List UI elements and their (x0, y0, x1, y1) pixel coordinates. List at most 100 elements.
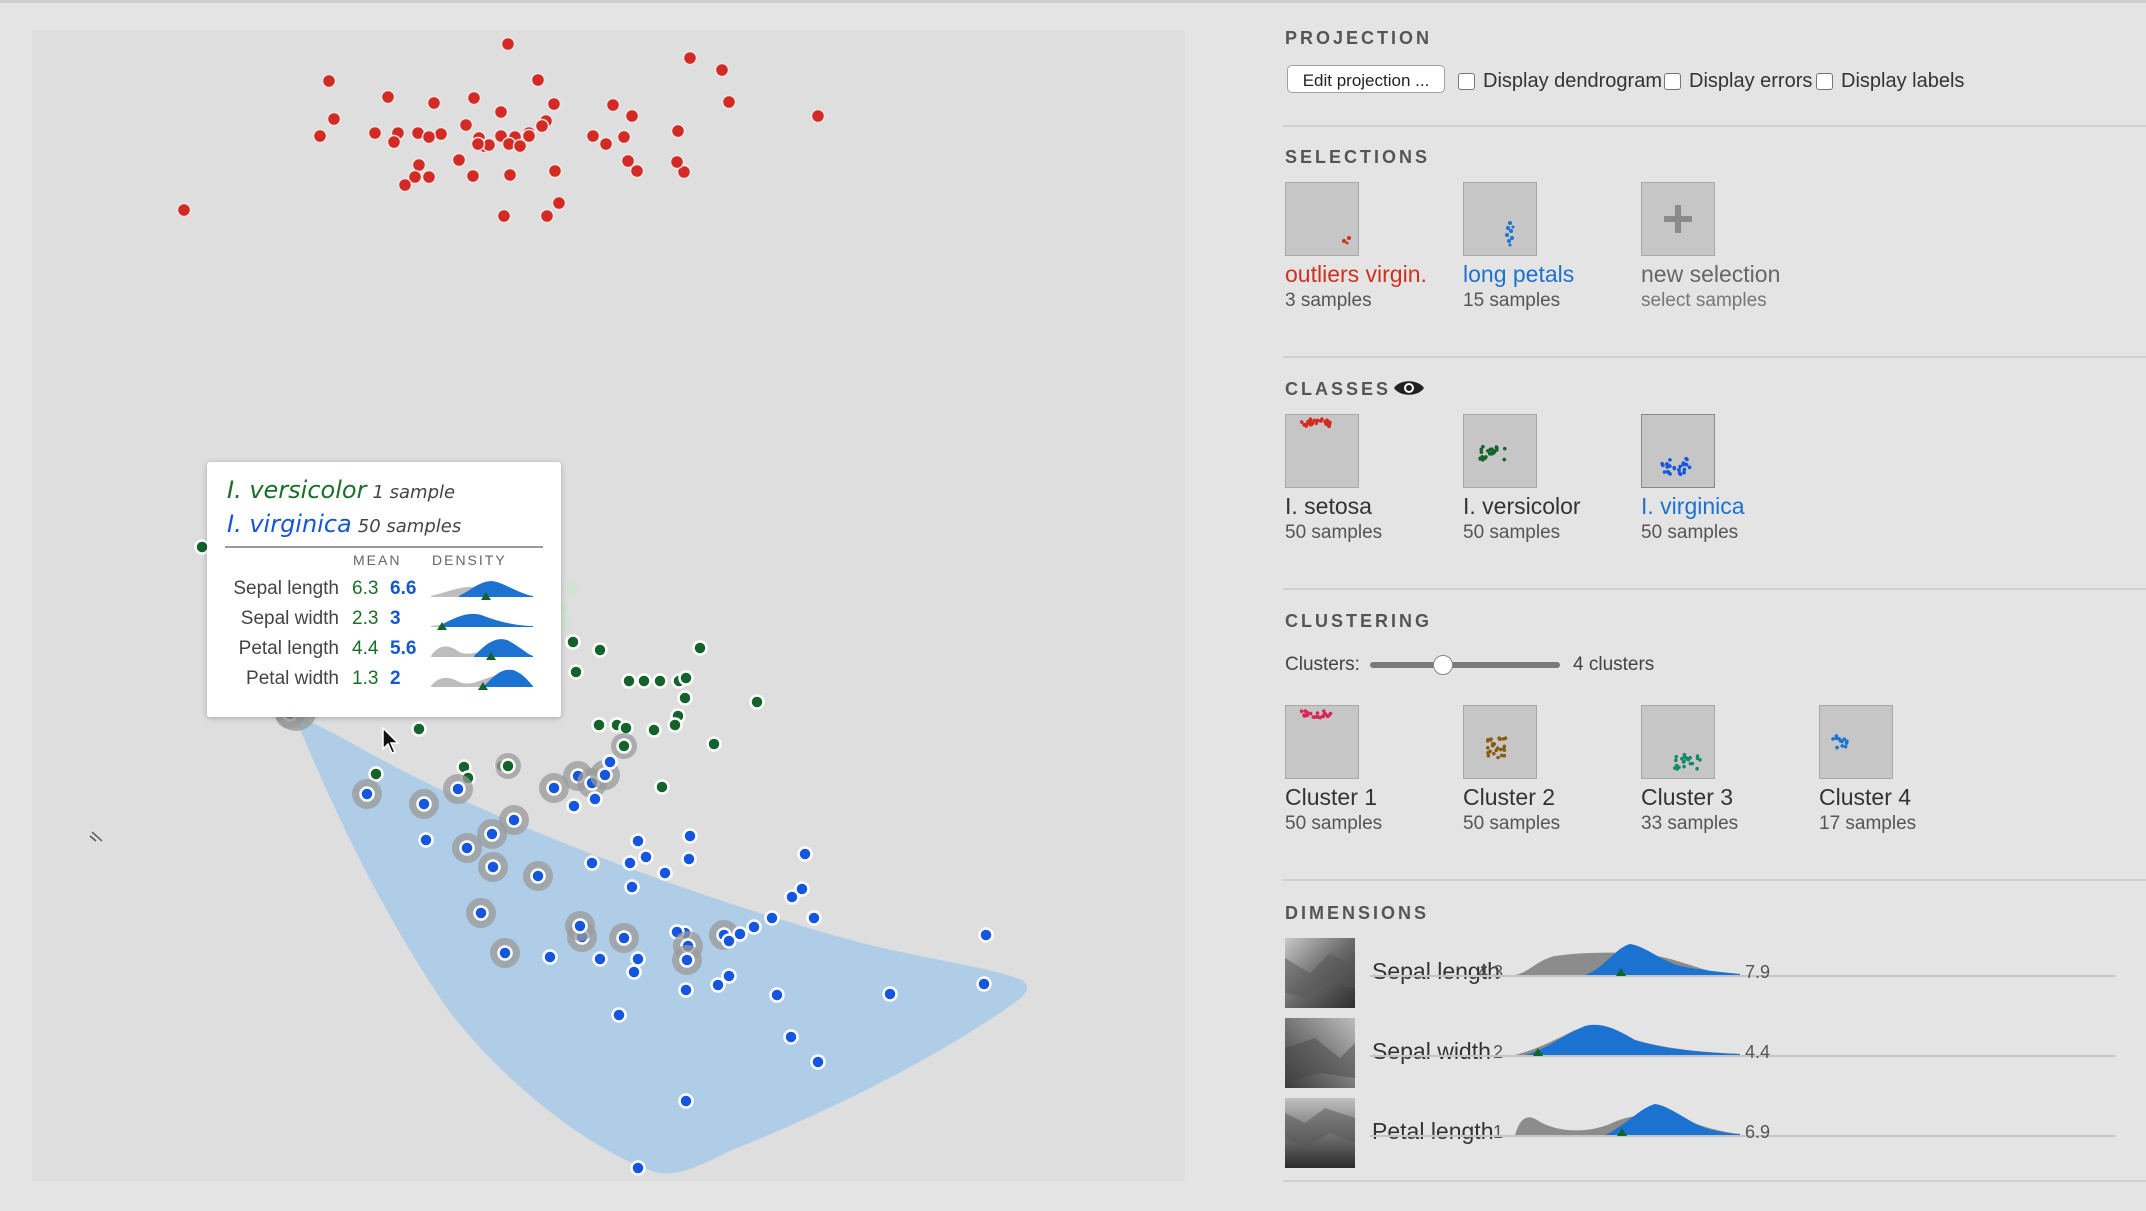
data-point[interactable] (630, 951, 646, 967)
cluster-label[interactable]: Cluster 2 (1463, 784, 1556, 810)
cluster-thumb-4[interactable] (1819, 705, 1893, 779)
data-point[interactable] (572, 918, 588, 934)
data-point[interactable] (682, 50, 698, 66)
class-label[interactable]: I. virginica (1641, 493, 1745, 519)
data-point[interactable] (667, 717, 683, 733)
data-point[interactable] (652, 673, 668, 689)
data-point[interactable] (630, 1160, 646, 1176)
data-point[interactable] (321, 73, 337, 89)
data-point[interactable] (416, 796, 432, 812)
data-point[interactable] (592, 642, 608, 658)
data-point[interactable] (359, 786, 375, 802)
data-point[interactable] (598, 136, 614, 152)
data-point[interactable] (618, 720, 634, 736)
display-dendrogram-checkbox[interactable]: Display dendrogram (1458, 70, 1662, 92)
data-point[interactable] (654, 779, 670, 795)
data-point[interactable] (611, 1007, 627, 1023)
data-point[interactable] (397, 177, 413, 193)
data-point[interactable] (676, 164, 692, 180)
dimension-row-petal-length[interactable]: Petal length 1 6.9 (1285, 1098, 2115, 1170)
data-point[interactable] (451, 152, 467, 168)
dimension-row-sepal-width[interactable]: Sepal width 2 4.4 (1285, 1018, 2115, 1090)
data-point[interactable] (976, 976, 992, 992)
data-point[interactable] (312, 128, 328, 144)
projection-scatter[interactable] (32, 30, 1185, 1181)
data-point[interactable] (721, 94, 737, 110)
data-point[interactable] (542, 949, 558, 965)
data-point[interactable] (484, 826, 500, 842)
data-point[interactable] (421, 129, 437, 145)
data-point[interactable] (797, 846, 813, 862)
data-point[interactable] (769, 987, 785, 1003)
clusters-slider-handle[interactable] (1433, 655, 1453, 675)
class-label[interactable]: I. setosa (1285, 493, 1372, 519)
data-point[interactable] (587, 791, 603, 807)
data-point[interactable] (450, 781, 466, 797)
data-point[interactable] (421, 169, 437, 185)
display-labels-checkbox[interactable]: Display labels (1816, 70, 1964, 92)
data-point[interactable] (746, 919, 762, 935)
data-point[interactable] (678, 670, 694, 686)
data-point[interactable] (564, 581, 578, 595)
data-point[interactable] (806, 910, 822, 926)
data-point[interactable] (459, 840, 475, 856)
data-point[interactable] (630, 833, 646, 849)
data-point[interactable] (978, 927, 994, 943)
data-point[interactable] (682, 828, 698, 844)
cluster-label[interactable]: Cluster 1 (1285, 784, 1378, 810)
class-thumb-setosa[interactable] (1285, 414, 1359, 488)
data-point[interactable] (679, 952, 695, 968)
data-point[interactable] (551, 195, 567, 211)
data-point[interactable] (502, 167, 518, 183)
data-point[interactable] (367, 125, 383, 141)
data-point[interactable] (485, 859, 501, 875)
data-point[interactable] (546, 780, 562, 796)
data-point[interactable] (566, 798, 582, 814)
data-point[interactable] (602, 754, 618, 770)
selection-thumb-outliers[interactable] (1285, 182, 1359, 256)
data-point[interactable] (386, 134, 402, 150)
projection-view[interactable] (32, 30, 1185, 1181)
data-point[interactable] (368, 766, 384, 782)
data-point[interactable] (626, 964, 642, 980)
data-point[interactable] (646, 722, 662, 738)
data-point[interactable] (565, 634, 581, 650)
data-point[interactable] (534, 118, 550, 134)
data-point[interactable] (506, 812, 522, 828)
data-point[interactable] (714, 62, 730, 78)
data-point[interactable] (783, 1029, 799, 1045)
data-point[interactable] (692, 640, 708, 656)
data-point[interactable] (418, 832, 434, 848)
data-point[interactable] (678, 1093, 694, 1109)
class-thumb-virginica[interactable] (1641, 414, 1715, 488)
data-point[interactable] (784, 889, 800, 905)
data-point[interactable] (458, 117, 474, 133)
clusters-slider[interactable] (1370, 662, 1560, 668)
data-point[interactable] (605, 97, 621, 113)
data-point[interactable] (530, 868, 546, 884)
data-point[interactable] (473, 905, 489, 921)
data-point[interactable] (558, 616, 572, 630)
data-point[interactable] (882, 986, 898, 1002)
data-point[interactable] (597, 767, 613, 783)
cluster-label[interactable]: Cluster 3 (1641, 784, 1734, 810)
cluster-thumb-3[interactable] (1641, 705, 1715, 779)
cluster-thumb-1[interactable] (1285, 705, 1359, 779)
selection-label[interactable]: long petals (1463, 261, 1575, 287)
data-point[interactable] (539, 208, 555, 224)
dimension-row-sepal-length[interactable]: Sepal length 4.3 7.9 (1285, 938, 2115, 1010)
data-point[interactable] (810, 1054, 826, 1070)
data-point[interactable] (500, 36, 516, 52)
data-point[interactable] (677, 690, 693, 706)
data-point[interactable] (681, 851, 697, 867)
data-point[interactable] (546, 96, 562, 112)
data-point[interactable] (465, 168, 481, 184)
data-point[interactable] (616, 738, 632, 754)
data-point[interactable] (670, 123, 686, 139)
data-point[interactable] (749, 694, 765, 710)
data-point[interactable] (629, 163, 645, 179)
data-point[interactable] (810, 108, 826, 124)
data-point[interactable] (616, 930, 632, 946)
checkbox-box[interactable] (1816, 73, 1833, 90)
data-point[interactable] (411, 157, 427, 173)
